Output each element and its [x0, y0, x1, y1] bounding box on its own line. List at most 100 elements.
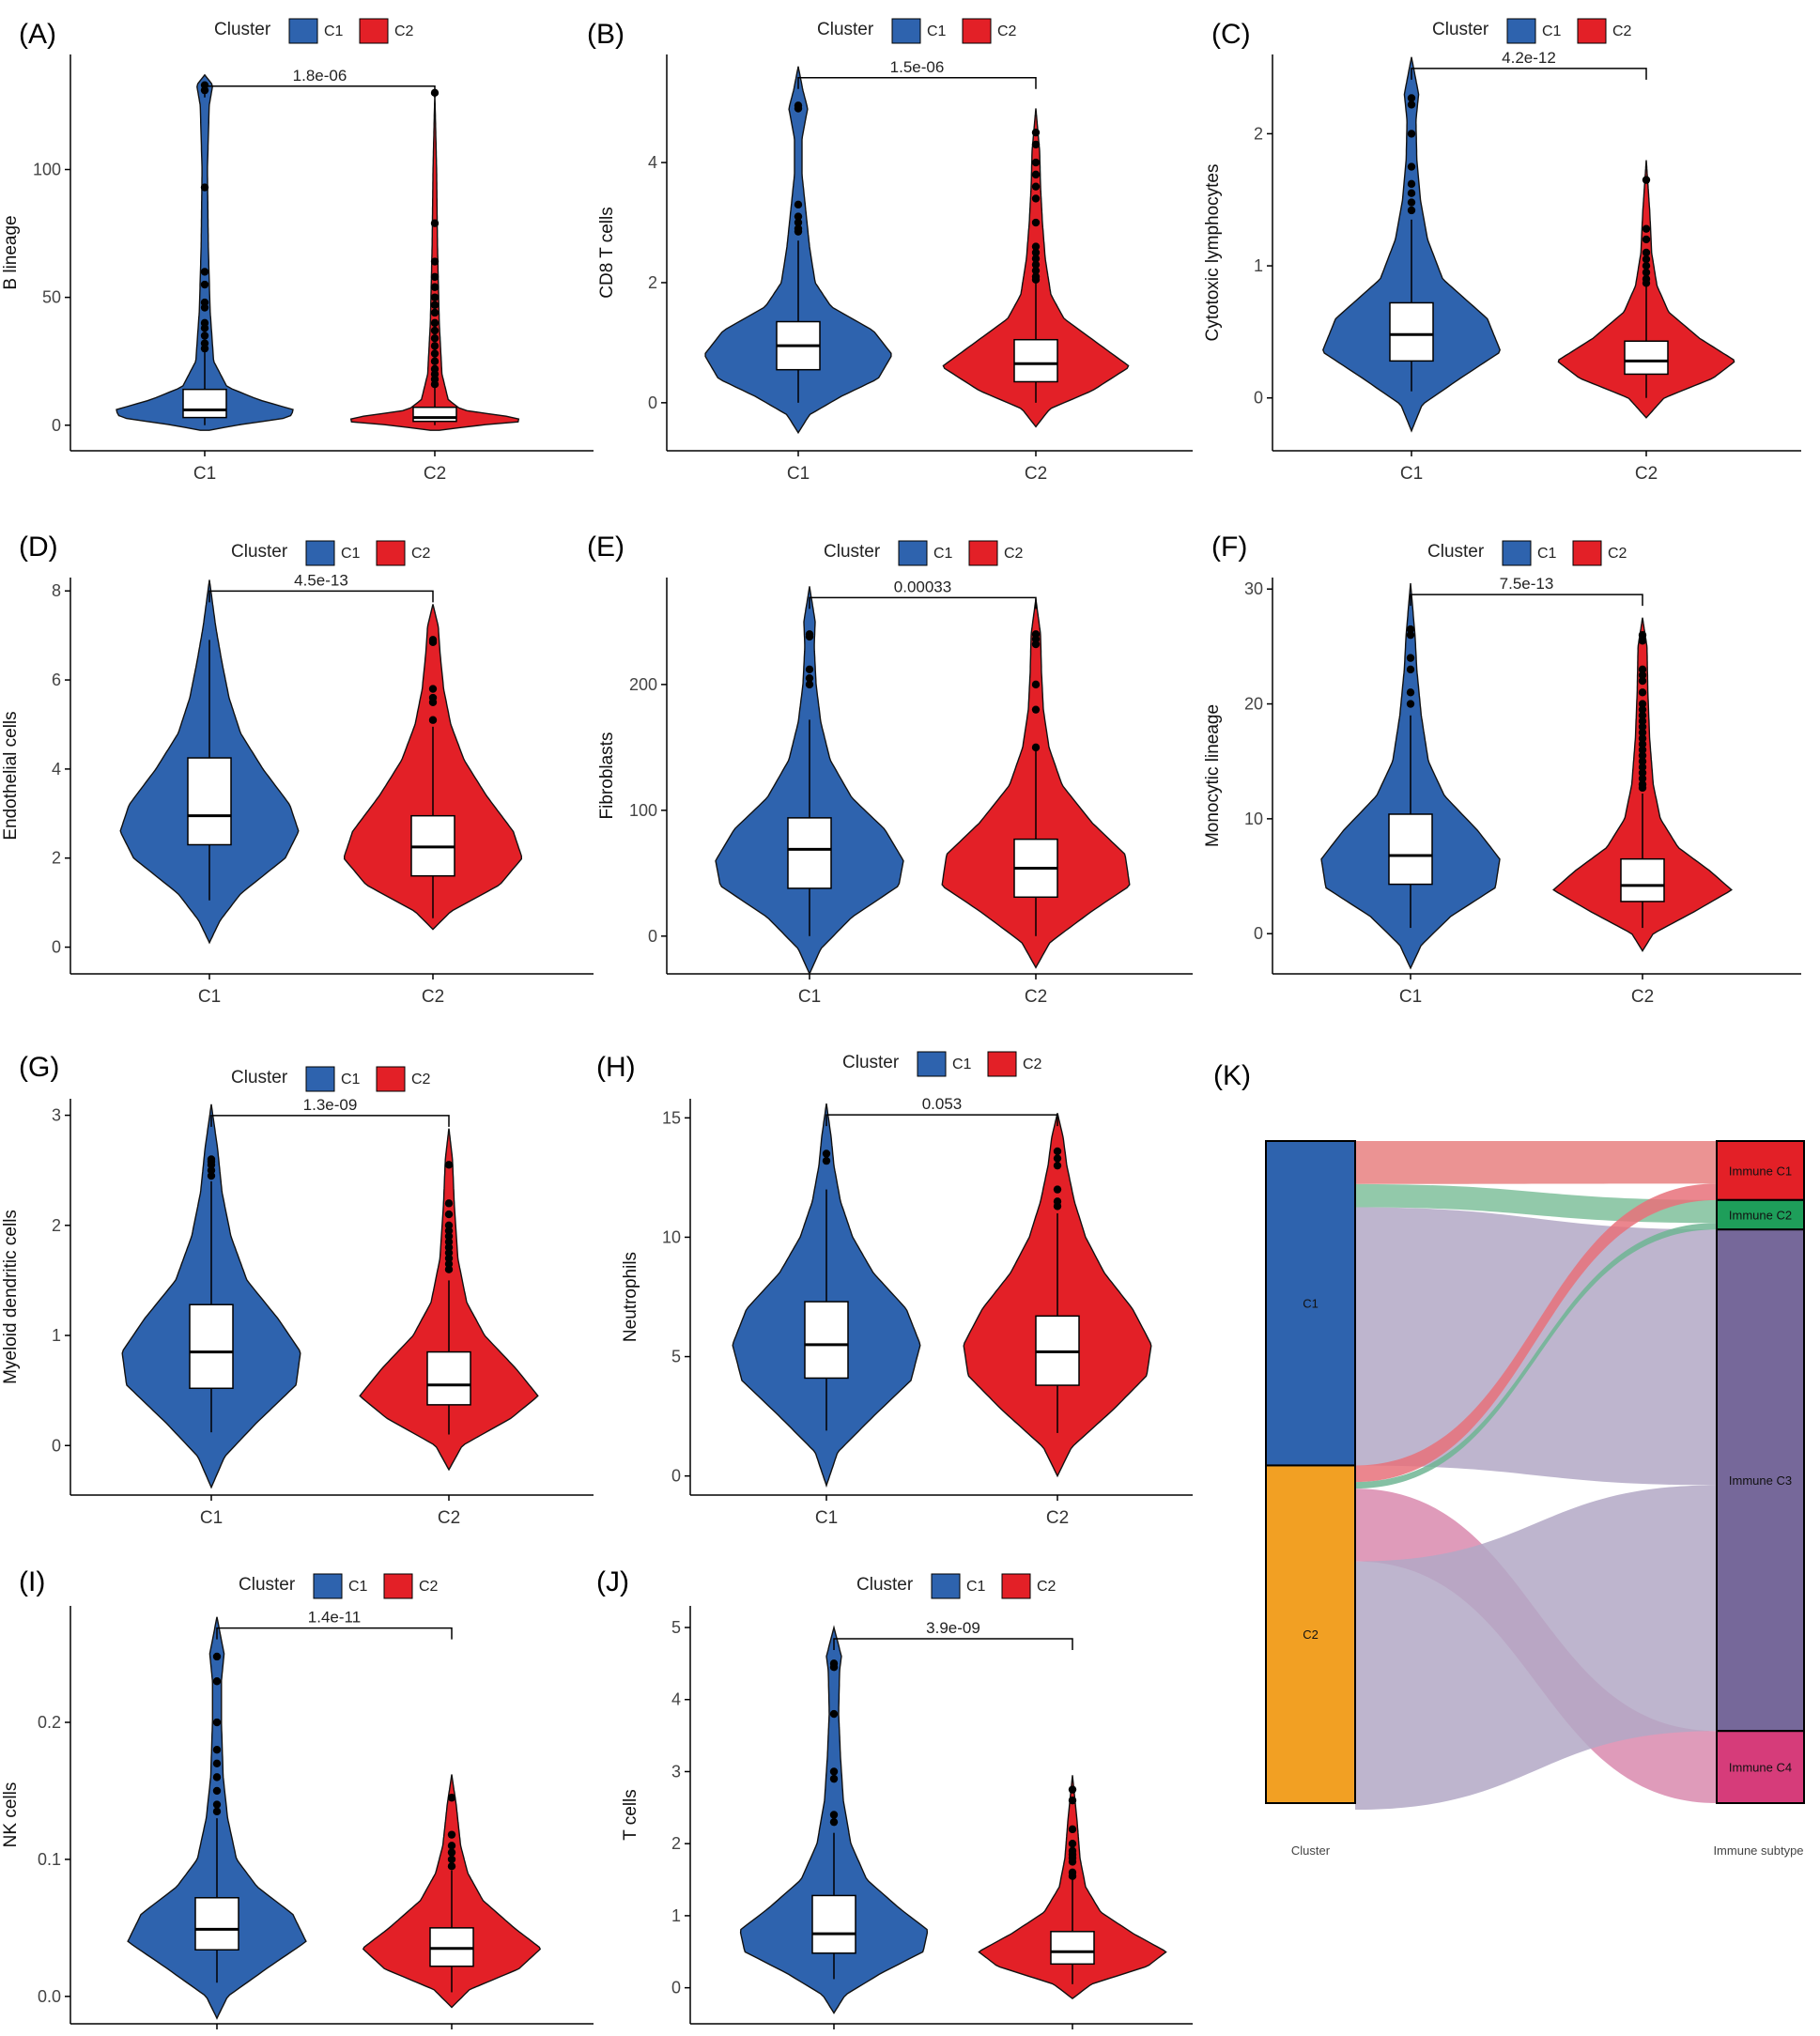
sankey-right-axis-label: Immune subtype [1713, 1843, 1803, 1858]
outlier-point [794, 104, 803, 113]
y-axis-label: B lineage [1, 215, 21, 289]
violin-c1 [739, 1625, 929, 2014]
outlier-point [200, 344, 209, 353]
bracket-line [809, 596, 1037, 609]
legend-key-c2 [968, 540, 998, 566]
outlier-point [207, 1161, 216, 1169]
outlier-point [1031, 743, 1041, 752]
legend-label: C2 [1608, 546, 1627, 562]
outlier-point [1638, 688, 1647, 697]
outlier-point [207, 1171, 216, 1180]
outlier-point [1068, 1825, 1077, 1834]
outlier-point [444, 1259, 454, 1269]
outlier-point [805, 665, 814, 673]
legend: Cluster C1 C2 [824, 540, 1024, 566]
outlier-point [444, 1248, 454, 1257]
sankey-node-c2 [1265, 1464, 1356, 1804]
box [412, 406, 457, 423]
outlier-point [428, 716, 438, 724]
outlier-point [430, 334, 440, 343]
sankey-flow [1355, 1183, 1717, 1224]
violin-c1 [1322, 56, 1501, 433]
outlier-point [1031, 242, 1041, 251]
outlier-point [1031, 248, 1041, 257]
violin-c2 [362, 1774, 542, 2009]
y-tick-label: 1 [1254, 256, 1263, 275]
legend-title: Cluster [842, 1053, 900, 1072]
outlier-point [444, 1265, 454, 1273]
y-tick-label: 0 [648, 393, 657, 412]
y-tick-label: 2 [648, 273, 657, 292]
outlier-point [1053, 1161, 1062, 1170]
outlier-point [430, 380, 440, 389]
chart-panel-1: (B) Cluster C1 C2 0 2 4 CD8 T cells C1 C2 1.5e-06 [587, 18, 1193, 484]
legend-title: Cluster [239, 1575, 296, 1595]
y-tick-label: 30 [1244, 579, 1263, 598]
outlier-point [805, 673, 814, 683]
chart-panel-4: (E) Cluster C1 C2 0 100 200 Fibroblasts C1 C2 0.00… [587, 532, 1193, 1007]
outlier-point [200, 81, 209, 89]
outlier-point [430, 308, 440, 317]
violin-c2 [1552, 617, 1733, 952]
y-tick-label: 0 [52, 938, 61, 957]
legend-key-c2 [1572, 540, 1602, 566]
bracket-line [208, 590, 434, 603]
outlier-point [1068, 1872, 1077, 1880]
panel-label: (F) [1211, 532, 1247, 563]
outlier-point [447, 1842, 456, 1850]
outlier-point [794, 200, 803, 209]
outlier-point [1642, 248, 1651, 257]
legend: Cluster C1 C2 [856, 1573, 1057, 1599]
legend-label: C2 [1023, 1057, 1042, 1072]
outlier-point [1642, 279, 1651, 287]
y-tick-label: 8 [52, 581, 61, 600]
significance-bracket: 4.5e-13 [208, 571, 434, 603]
y-tick-label: 2 [52, 1216, 61, 1235]
chart-panel-9: (J) Cluster C1 C2 0 1 2 3 4 5 T cells C1 C2 3.9e-09 [596, 1566, 1193, 2029]
panel-label: (E) [587, 532, 625, 563]
outlier-point [1053, 1154, 1062, 1163]
outlier-point [430, 293, 440, 301]
legend: Cluster C1 C2 [1427, 540, 1627, 566]
legend: Cluster C1 C2 [231, 540, 431, 566]
violin-shape [116, 73, 294, 431]
legend-label: C1 [341, 546, 361, 562]
x-tick-label: C2 [1631, 987, 1654, 1007]
chart-panel-5: (F) Cluster C1 C2 0 10 20 30 Monocytic lineage C1… [1203, 532, 1801, 1007]
p-value: 7.5e-13 [1500, 575, 1554, 593]
y-axis-label: Myeloid dendritic cells [1, 1210, 21, 1384]
sankey-node-immune-c4 [1716, 1730, 1805, 1804]
outlier-point [447, 1848, 456, 1857]
significance-bracket: 4.2e-12 [1411, 49, 1647, 80]
outlier-point [1031, 680, 1041, 689]
outlier-point [822, 1149, 831, 1158]
x-tick-label: C2 [422, 987, 444, 1007]
y-tick-label: 0 [1254, 924, 1263, 943]
outlier-point [1638, 774, 1647, 783]
outlier-point [1068, 1785, 1077, 1794]
sankey-flow [1355, 1223, 1717, 1489]
outlier-point [200, 183, 209, 192]
outlier-point [1031, 158, 1041, 167]
p-value: 3.9e-09 [926, 1619, 980, 1637]
panel-label: (C) [1211, 19, 1251, 50]
outlier-point [1638, 728, 1647, 737]
outlier-point [829, 1709, 839, 1719]
box [1620, 857, 1665, 902]
violin-c2 [1557, 160, 1735, 419]
y-tick-label: 10 [662, 1227, 681, 1246]
chart-panel-0: (A) Cluster C1 C2 0 50 100 B lineage C1 C2 1.8e-06 [1, 18, 594, 484]
sankey-node-label: C1 [1303, 1297, 1319, 1311]
outlier-point [1638, 700, 1647, 708]
chart-panel-2: (C) Cluster C1 C2 0 1 2 Cytotoxic lymphocytes C1… [1203, 18, 1801, 484]
legend-label: C1 [952, 1057, 972, 1072]
outlier-point [1053, 1147, 1062, 1156]
outlier-point [1638, 722, 1647, 732]
outlier-point [1031, 170, 1041, 179]
outlier-point [1031, 128, 1041, 137]
outlier-point [212, 1800, 222, 1809]
outlier-point [430, 219, 440, 227]
outlier-point [1638, 783, 1647, 793]
outlier-point [444, 1210, 454, 1219]
outlier-point [447, 1862, 456, 1871]
